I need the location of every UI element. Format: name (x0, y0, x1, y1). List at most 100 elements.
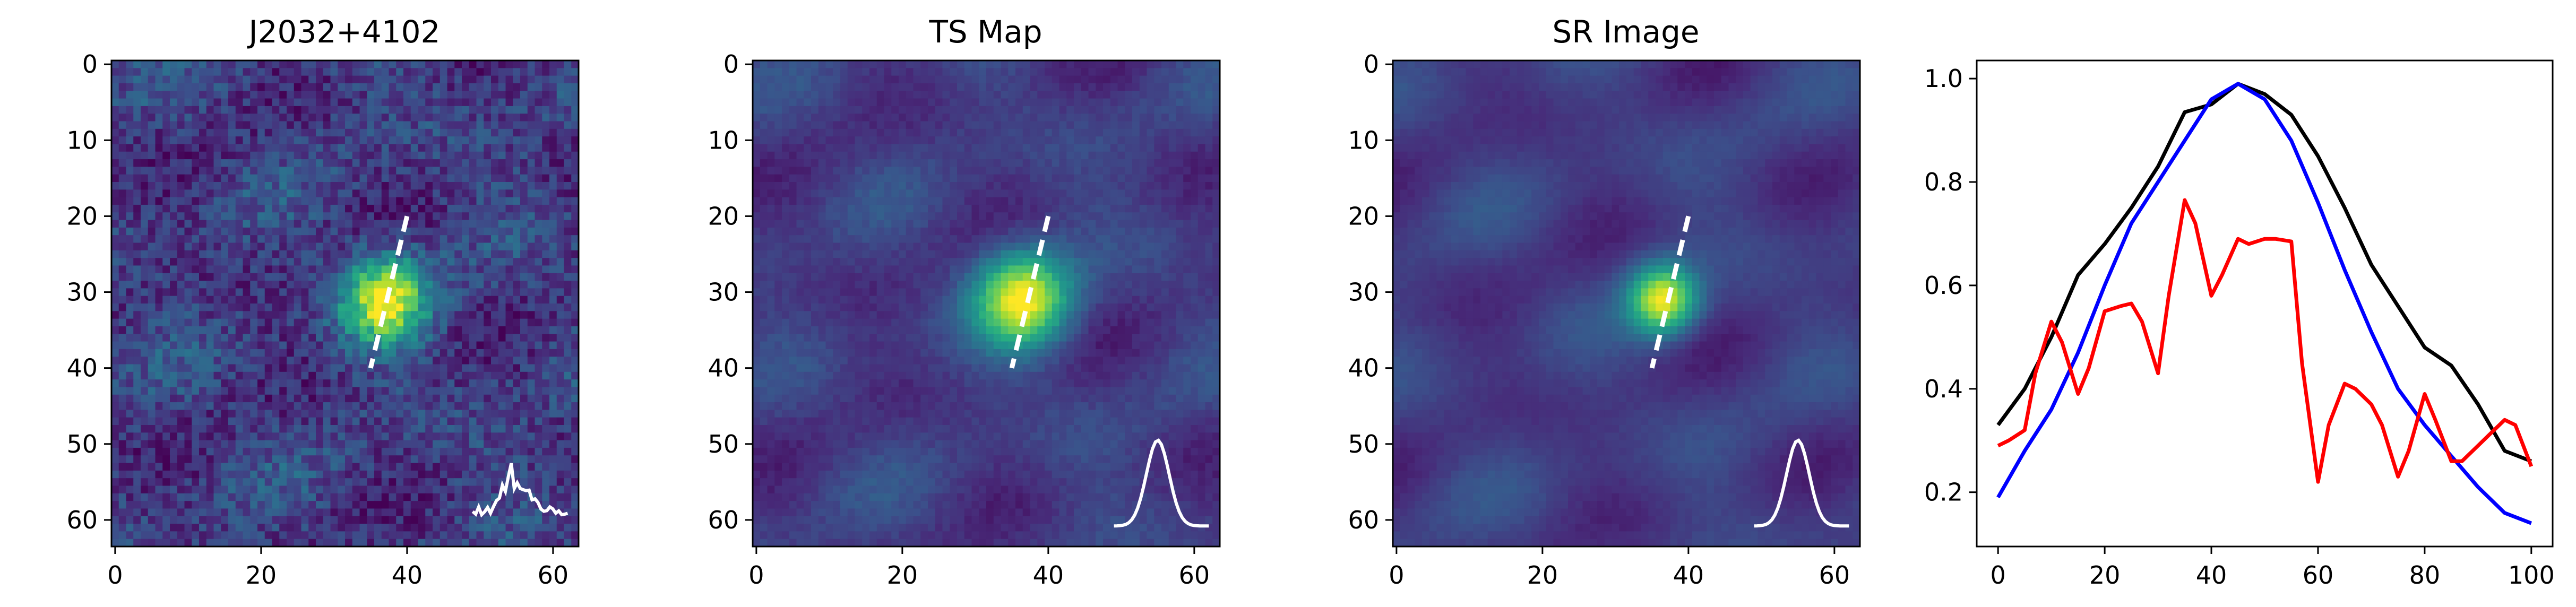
heatmap-cell (155, 402, 163, 410)
heatmap-cell (162, 371, 170, 380)
heatmap-cell (520, 159, 528, 167)
heatmap-cell (359, 197, 367, 205)
heatmap-cell (141, 432, 149, 441)
heatmap-cell (250, 68, 258, 76)
heatmap-cell (564, 341, 572, 350)
heatmap-cell (418, 114, 426, 122)
heatmap-cell (279, 447, 287, 456)
heatmap-cell (476, 417, 484, 426)
heatmap-cell (1052, 114, 1060, 122)
heatmap-cell (433, 220, 441, 228)
heatmap-cell (192, 273, 200, 281)
heatmap-cell (308, 212, 316, 221)
heatmap-cell (1066, 121, 1074, 129)
heatmap-cell (177, 75, 185, 84)
heatmap-cell (454, 470, 462, 479)
heatmap-cell (964, 83, 972, 91)
heatmap-cell (571, 516, 579, 524)
heatmap-cell (192, 114, 200, 122)
heatmap-cell (235, 204, 244, 213)
heatmap-cell (840, 106, 848, 114)
heatmap-cell (1088, 114, 1096, 122)
heatmap-cell (535, 364, 542, 372)
heatmap-cell (287, 288, 295, 297)
heatmap-cell (359, 501, 367, 509)
heatmap-cell (484, 478, 492, 487)
heatmap-cell (359, 144, 367, 152)
heatmap-cell (272, 501, 280, 509)
heatmap-cell (389, 493, 397, 501)
heatmap-cell (192, 341, 200, 350)
heatmap-cell (1066, 144, 1074, 152)
heatmap-cell (396, 273, 404, 281)
heatmap-cell (170, 204, 178, 213)
heatmap-cell (403, 136, 411, 145)
heatmap-cell (571, 524, 579, 532)
heatmap-cell (359, 531, 367, 540)
heatmap-cell (986, 75, 994, 84)
heatmap-cell (126, 478, 134, 487)
heatmap-cell (564, 364, 572, 372)
heatmap-cell (389, 114, 397, 122)
heatmap-cell (505, 334, 513, 342)
heatmap-cell (1154, 83, 1162, 91)
heatmap-cell (323, 182, 331, 190)
heatmap-cell (1110, 136, 1118, 145)
heatmap-cell (993, 136, 1002, 145)
heatmap-cell (789, 128, 797, 137)
heatmap-cell (549, 258, 557, 266)
heatmap-cell (440, 402, 448, 410)
x-tick-label: 40 (392, 561, 423, 589)
heatmap-cell (141, 326, 149, 334)
heatmap-cell (192, 91, 200, 99)
heatmap-cell (782, 128, 790, 137)
heatmap-cell (250, 508, 258, 517)
heatmap-cell (389, 151, 397, 160)
heatmap-cell (1059, 121, 1067, 129)
heatmap-cell (162, 288, 170, 297)
heatmap-cell (279, 182, 287, 190)
heatmap-cell (556, 114, 565, 122)
heatmap-cell (462, 478, 470, 487)
heatmap-cell (338, 144, 346, 152)
heatmap-cell (199, 197, 207, 205)
heatmap-cell (433, 334, 441, 342)
heatmap-cell (133, 349, 141, 357)
heatmap-cell (301, 539, 309, 547)
heatmap-cell (389, 220, 397, 228)
heatmap-cell (287, 121, 295, 129)
heatmap-cell (950, 144, 958, 152)
heatmap-cell (403, 447, 411, 456)
heatmap-cell (184, 357, 192, 365)
heatmap-cell (789, 98, 797, 107)
heatmap-cell (796, 83, 804, 91)
heatmap-cell (367, 91, 375, 99)
heatmap-cell (1139, 60, 1148, 68)
heatmap-cell (462, 447, 470, 456)
heatmap-cell (527, 334, 536, 342)
heatmap-cell (1183, 144, 1191, 152)
heatmap-cell (148, 304, 156, 311)
heatmap-cell (162, 425, 170, 433)
heatmap-cell (367, 106, 375, 114)
heatmap-cell (141, 189, 149, 198)
heatmap-cell (141, 516, 149, 524)
heatmap-cell (753, 144, 761, 152)
heatmap-cell (243, 151, 251, 160)
heatmap-cell (192, 447, 200, 456)
heatmap-cell (564, 75, 572, 84)
heatmap-cell (491, 371, 499, 380)
heatmap-cell (418, 478, 426, 487)
heatmap-cell (505, 265, 513, 274)
heatmap-cell (469, 417, 477, 426)
heatmap-cell (484, 410, 492, 418)
heatmap-cell (264, 182, 273, 190)
heatmap-cell (571, 478, 579, 487)
heatmap-cell (301, 508, 309, 517)
heatmap-cell (993, 68, 1002, 76)
heatmap-cell (571, 227, 579, 236)
heatmap-cell (418, 387, 426, 395)
heatmap-cell (279, 235, 287, 244)
heatmap-cell (1008, 98, 1016, 107)
heatmap-cell (1132, 68, 1140, 76)
